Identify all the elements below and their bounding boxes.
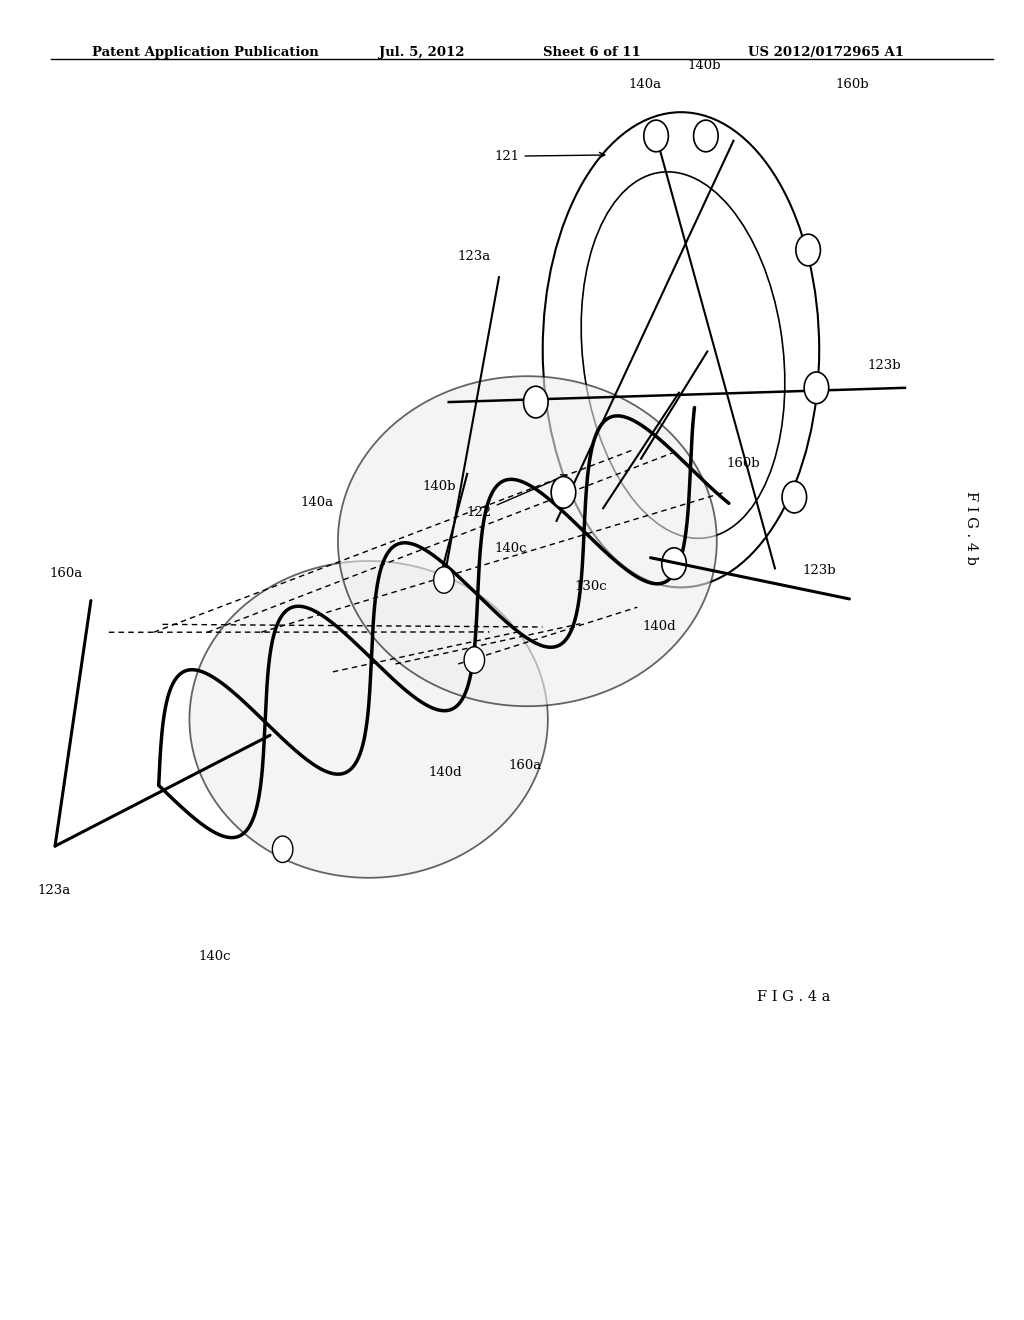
Text: 140d: 140d (429, 766, 463, 779)
Circle shape (464, 647, 484, 673)
Text: 140a: 140a (301, 495, 334, 508)
Text: 160a: 160a (508, 759, 542, 772)
Circle shape (523, 387, 548, 418)
Text: 123b: 123b (802, 564, 836, 577)
Text: Patent Application Publication: Patent Application Publication (92, 46, 318, 59)
Text: 123a: 123a (457, 249, 490, 263)
Text: 140d: 140d (642, 620, 676, 634)
Text: 140b: 140b (422, 479, 456, 492)
Text: 160b: 160b (836, 78, 869, 91)
Text: 140c: 140c (495, 541, 526, 554)
Text: 121: 121 (495, 149, 605, 162)
Text: Jul. 5, 2012: Jul. 5, 2012 (379, 46, 464, 59)
Circle shape (796, 234, 820, 265)
Ellipse shape (189, 561, 548, 878)
Circle shape (693, 120, 718, 152)
Text: 123b: 123b (867, 359, 901, 372)
Ellipse shape (338, 376, 717, 706)
Circle shape (272, 836, 293, 862)
Text: 160b: 160b (726, 457, 760, 470)
Text: US 2012/0172965 A1: US 2012/0172965 A1 (748, 46, 903, 59)
Circle shape (804, 372, 828, 404)
Circle shape (434, 566, 455, 593)
Text: F I G . 4 b: F I G . 4 b (964, 491, 978, 565)
Circle shape (662, 548, 686, 579)
Text: F I G . 4 a: F I G . 4 a (757, 990, 830, 1003)
Text: 130c: 130c (574, 579, 607, 593)
Text: 123a: 123a (37, 883, 71, 896)
Circle shape (551, 477, 575, 508)
Circle shape (782, 482, 807, 513)
Text: 140b: 140b (688, 59, 721, 73)
Text: 160a: 160a (49, 566, 83, 579)
Text: Sheet 6 of 11: Sheet 6 of 11 (543, 46, 640, 59)
Text: 122: 122 (467, 475, 566, 519)
Text: 140a: 140a (629, 78, 662, 91)
Text: 140c: 140c (199, 950, 230, 964)
Circle shape (644, 120, 669, 152)
